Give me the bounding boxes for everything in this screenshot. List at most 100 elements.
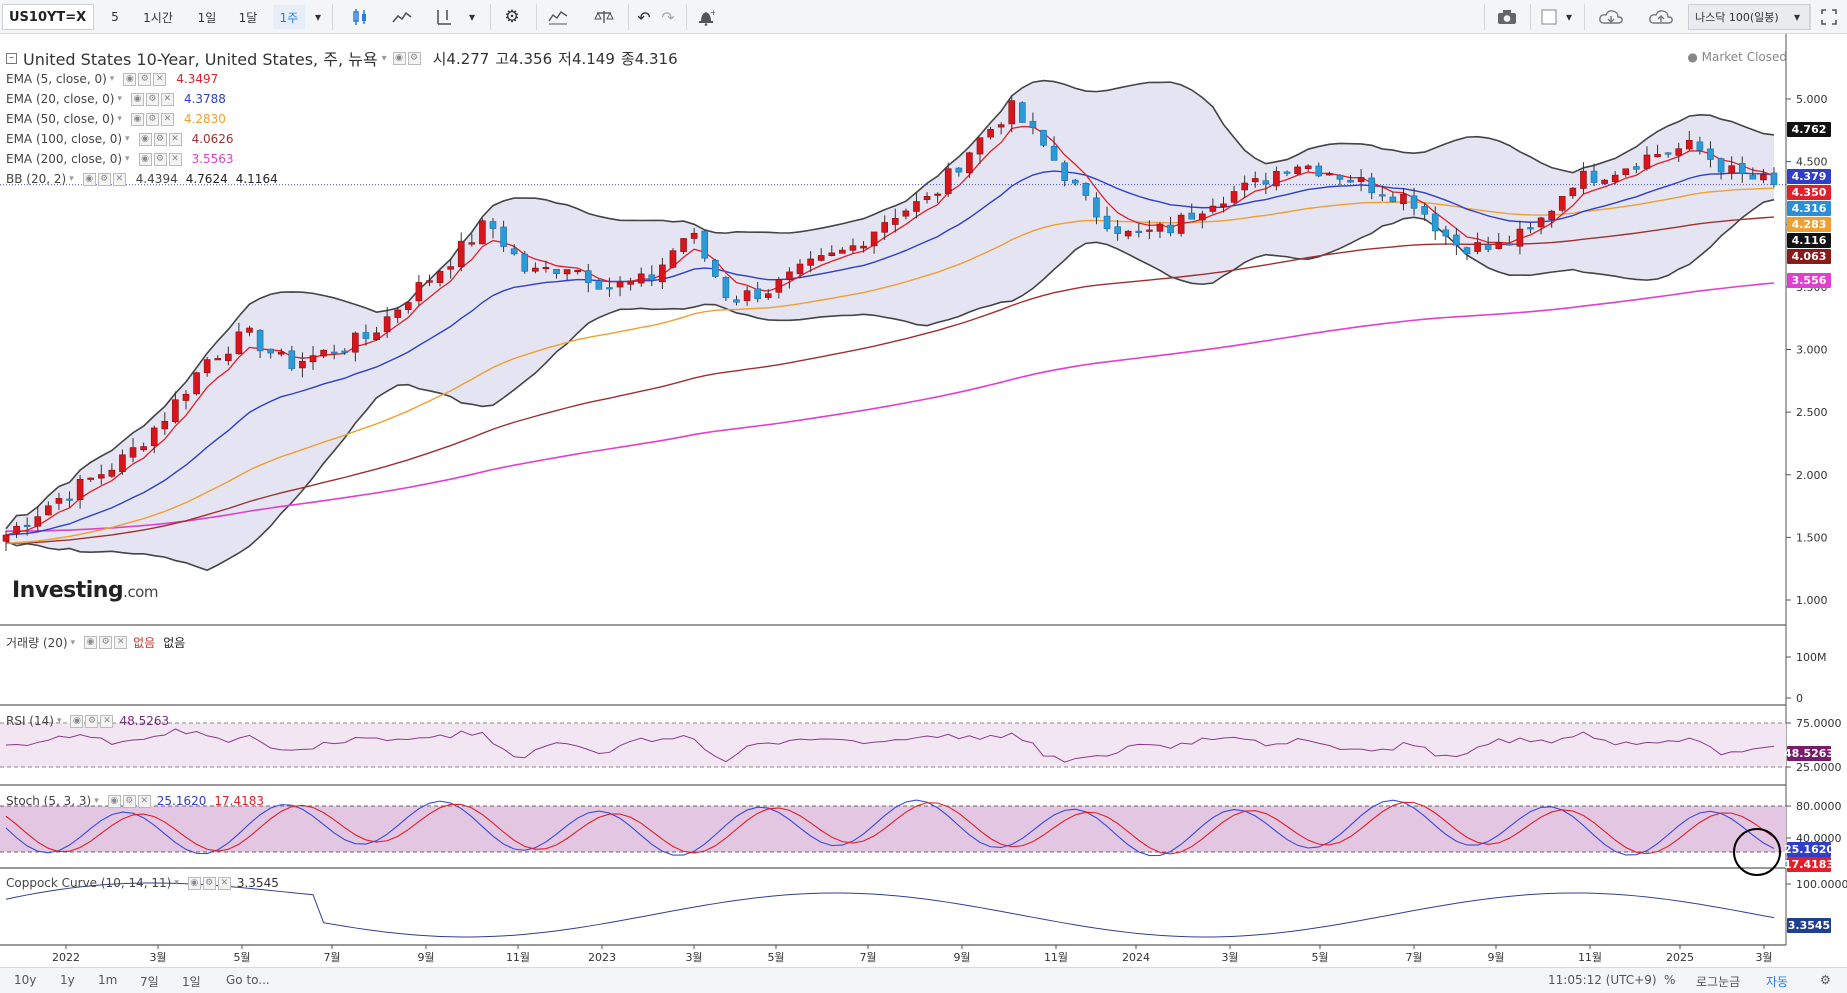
compare-dropdown-icon[interactable]: ▾ — [1793, 10, 1801, 24]
axis-label: 1.000 — [1796, 594, 1828, 607]
candle-body — [1050, 146, 1058, 161]
candle-body — [764, 293, 772, 298]
dropdown-icon[interactable]: ▾ — [109, 74, 115, 84]
indicators-icon[interactable] — [544, 5, 572, 29]
axis-label: 2.000 — [1796, 469, 1828, 482]
indicator-row[interactable]: BB (20, 2) ▾ ◉ ⚙ ✕ 4.4394 4.7624 4.1164 — [6, 172, 278, 186]
time-label: 2022 — [52, 951, 80, 964]
time-label: 3월 — [1755, 951, 1772, 964]
candle-body — [1569, 187, 1577, 197]
candle-body — [1019, 102, 1026, 123]
compare-symbol-select[interactable]: 나스닥 100(일봉) — [1688, 4, 1810, 30]
indicator-row[interactable]: EMA (5, close, 0) ▾ ◉ ⚙ ✕ 4.3497 — [6, 72, 218, 86]
symbol-input[interactable]: US10YT=X — [2, 4, 94, 30]
pane-value-tag: 17.4183 — [1783, 857, 1835, 872]
indicator-row[interactable]: EMA (100, close, 0) ▾ ◉ ⚙ ✕ 4.0626 — [6, 132, 234, 146]
eye-icon: ◉ — [123, 72, 137, 86]
eye-icon: ◉ — [107, 794, 121, 808]
candle-body — [659, 264, 666, 283]
bottom-bar: 10y 1y 1m 7일 1일 Go to... 11:05:12 (UTC+9… — [0, 967, 1847, 993]
candle-body — [235, 331, 243, 355]
dropdown-icon[interactable]: ▾ — [117, 114, 122, 124]
indicator-row[interactable]: EMA (200, close, 0) ▾ ◉ ⚙ ✕ 3.5563 — [6, 152, 234, 166]
range-1y[interactable]: 1y — [60, 973, 75, 987]
indicator-controls[interactable]: ◉ ⚙ ✕ — [130, 112, 174, 126]
time-label: 7월 — [859, 951, 876, 964]
cloud-upload-icon[interactable] — [1642, 5, 1680, 29]
candle-body — [627, 280, 634, 285]
dropdown-icon[interactable]: ▾ — [125, 134, 130, 144]
candle-body — [1633, 166, 1640, 170]
scale-settings-icon[interactable]: ⚙ — [1820, 973, 1831, 987]
compare-scale-icon[interactable] — [590, 5, 618, 29]
indicator-row[interactable]: EMA (50, close, 0) ▾ ◉ ⚙ ✕ 4.2830 — [6, 112, 226, 126]
range-7d[interactable]: 7일 — [140, 975, 159, 989]
candle-body — [1696, 141, 1704, 151]
dropdown-icon[interactable]: ▾ — [69, 174, 74, 184]
candle-body — [1421, 206, 1428, 215]
price-chart[interactable]: 5.0004.5004.0003.5003.0002.5002.0001.500… — [0, 34, 1847, 967]
eye-icon[interactable]: ◉ — [392, 51, 406, 65]
candle-body — [1220, 203, 1227, 208]
indicator-row[interactable]: EMA (20, close, 0) ▾ ◉ ⚙ ✕ 4.3788 — [6, 92, 226, 106]
candle-body — [584, 270, 592, 283]
axis-label: 2.500 — [1796, 406, 1828, 419]
indicator-controls[interactable]: ◉ ⚙ ✕ — [130, 92, 174, 106]
candle-body — [1040, 129, 1047, 146]
line-chart-icon[interactable] — [388, 5, 416, 29]
candle-body — [457, 240, 465, 268]
indicator-controls[interactable]: ◉ ⚙ ✕ — [138, 132, 182, 146]
title-dropdown-icon[interactable]: ▾ — [381, 52, 387, 64]
interval-5[interactable]: 5 — [111, 10, 119, 24]
log-scale-toggle[interactable]: 로그눈금 — [1696, 975, 1741, 989]
range-10y[interactable]: 10y — [14, 973, 37, 987]
indicator-controls[interactable]: ◉ ⚙ ✕ — [138, 152, 182, 166]
percent-toggle[interactable]: % — [1664, 973, 1676, 987]
interval-1d[interactable]: 1일 — [197, 10, 217, 25]
interval-dropdown-icon[interactable]: ▾ — [314, 10, 322, 24]
range-1m[interactable]: 1m — [98, 973, 118, 987]
settings-gear-icon[interactable]: ⚙ — [504, 7, 520, 27]
toolbar-divider — [628, 4, 629, 30]
indicator-label: EMA (200, close, 0) — [6, 152, 123, 166]
bollinger-lower-line — [5, 198, 1775, 572]
eye-icon: ◉ — [187, 876, 201, 890]
time-label: 2023 — [588, 951, 616, 964]
candle-body — [1304, 165, 1312, 169]
redo-icon[interactable]: ↷ — [661, 7, 675, 27]
interval-1w[interactable]: 1주 — [273, 5, 305, 29]
indicator-controls[interactable]: ◉ ⚙ ✕ — [82, 172, 126, 186]
candles-icon[interactable] — [346, 5, 374, 29]
collapse-icon[interactable]: – — [6, 52, 17, 64]
color-dropdown-icon[interactable]: ▾ — [1565, 10, 1573, 24]
candle-body — [987, 129, 994, 138]
color-box-icon[interactable] — [1538, 5, 1560, 29]
candle-body — [426, 280, 433, 283]
interval-1m[interactable]: 1달 — [238, 10, 258, 25]
dropdown-icon[interactable]: ▾ — [117, 94, 122, 104]
candle-body — [976, 137, 984, 155]
candle-body — [87, 477, 94, 480]
candle-body — [1378, 194, 1386, 197]
indicator-controls[interactable]: ◉ ⚙ ✕ — [123, 72, 167, 86]
dropdown-icon[interactable]: ▾ — [125, 154, 130, 164]
title-controls[interactable]: ◉ ⚙ — [392, 51, 421, 65]
goto-date[interactable]: Go to... — [226, 973, 270, 987]
interval-1h[interactable]: 1시간 — [143, 10, 173, 25]
camera-icon[interactable] — [1492, 5, 1522, 29]
alert-bell-icon[interactable]: + — [692, 5, 720, 29]
draw-dropdown-icon[interactable]: ▾ — [468, 10, 476, 24]
candle-body — [1548, 210, 1555, 220]
range-1d[interactable]: 1일 — [182, 975, 201, 989]
cloud-download-icon[interactable] — [1592, 5, 1630, 29]
undo-icon[interactable]: ↶ — [637, 7, 651, 27]
candle-body — [1389, 196, 1397, 203]
draw-tools-icon[interactable] — [430, 5, 458, 29]
candle-body — [1294, 166, 1301, 175]
settings-icon[interactable]: ⚙ — [407, 51, 421, 65]
fullscreen-icon[interactable] — [1816, 5, 1842, 29]
candle-body — [828, 252, 836, 257]
candle-body — [669, 250, 677, 268]
auto-scale-toggle[interactable]: 자동 — [1766, 975, 1789, 989]
candle-body — [256, 330, 264, 352]
